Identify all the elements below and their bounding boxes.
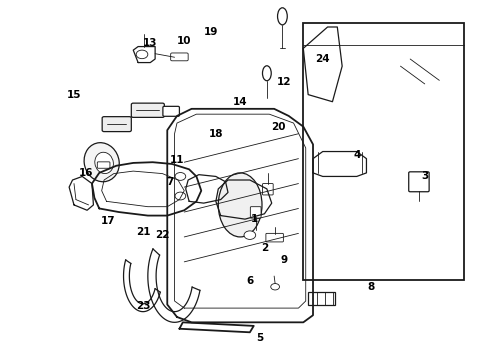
FancyBboxPatch shape [266,233,283,242]
Text: 4: 4 [353,150,361,160]
Text: 19: 19 [204,27,218,37]
Text: 2: 2 [261,243,268,253]
Circle shape [244,231,256,239]
FancyBboxPatch shape [409,172,429,192]
Text: 24: 24 [316,54,330,64]
FancyBboxPatch shape [263,184,273,195]
FancyBboxPatch shape [308,292,335,305]
Text: 8: 8 [368,282,375,292]
Text: 21: 21 [136,226,150,237]
Text: 12: 12 [277,77,291,87]
Text: 7: 7 [166,177,173,187]
Text: 9: 9 [280,255,288,265]
Text: 22: 22 [155,230,170,240]
Text: 15: 15 [67,90,81,100]
FancyBboxPatch shape [102,117,131,132]
FancyBboxPatch shape [250,207,261,218]
Text: 18: 18 [209,129,223,139]
Text: 3: 3 [421,171,428,181]
Text: 16: 16 [79,168,94,178]
Ellipse shape [277,8,287,25]
Ellipse shape [95,152,113,174]
Circle shape [175,172,186,180]
Circle shape [175,192,186,200]
Text: 23: 23 [136,301,150,311]
Ellipse shape [84,143,119,182]
FancyBboxPatch shape [163,106,179,116]
FancyBboxPatch shape [131,103,164,117]
Text: 20: 20 [271,122,285,132]
Text: 14: 14 [233,97,247,107]
Circle shape [271,284,279,290]
Text: 1: 1 [251,214,258,224]
Ellipse shape [218,173,262,237]
FancyBboxPatch shape [303,23,464,280]
Ellipse shape [263,66,271,81]
Circle shape [136,50,148,59]
Text: 10: 10 [177,36,192,46]
Text: 6: 6 [246,276,253,287]
Text: 17: 17 [100,216,115,226]
FancyBboxPatch shape [171,53,188,61]
Text: 13: 13 [143,38,157,48]
Text: 5: 5 [256,333,263,343]
FancyBboxPatch shape [98,162,110,168]
Text: 11: 11 [170,156,184,166]
